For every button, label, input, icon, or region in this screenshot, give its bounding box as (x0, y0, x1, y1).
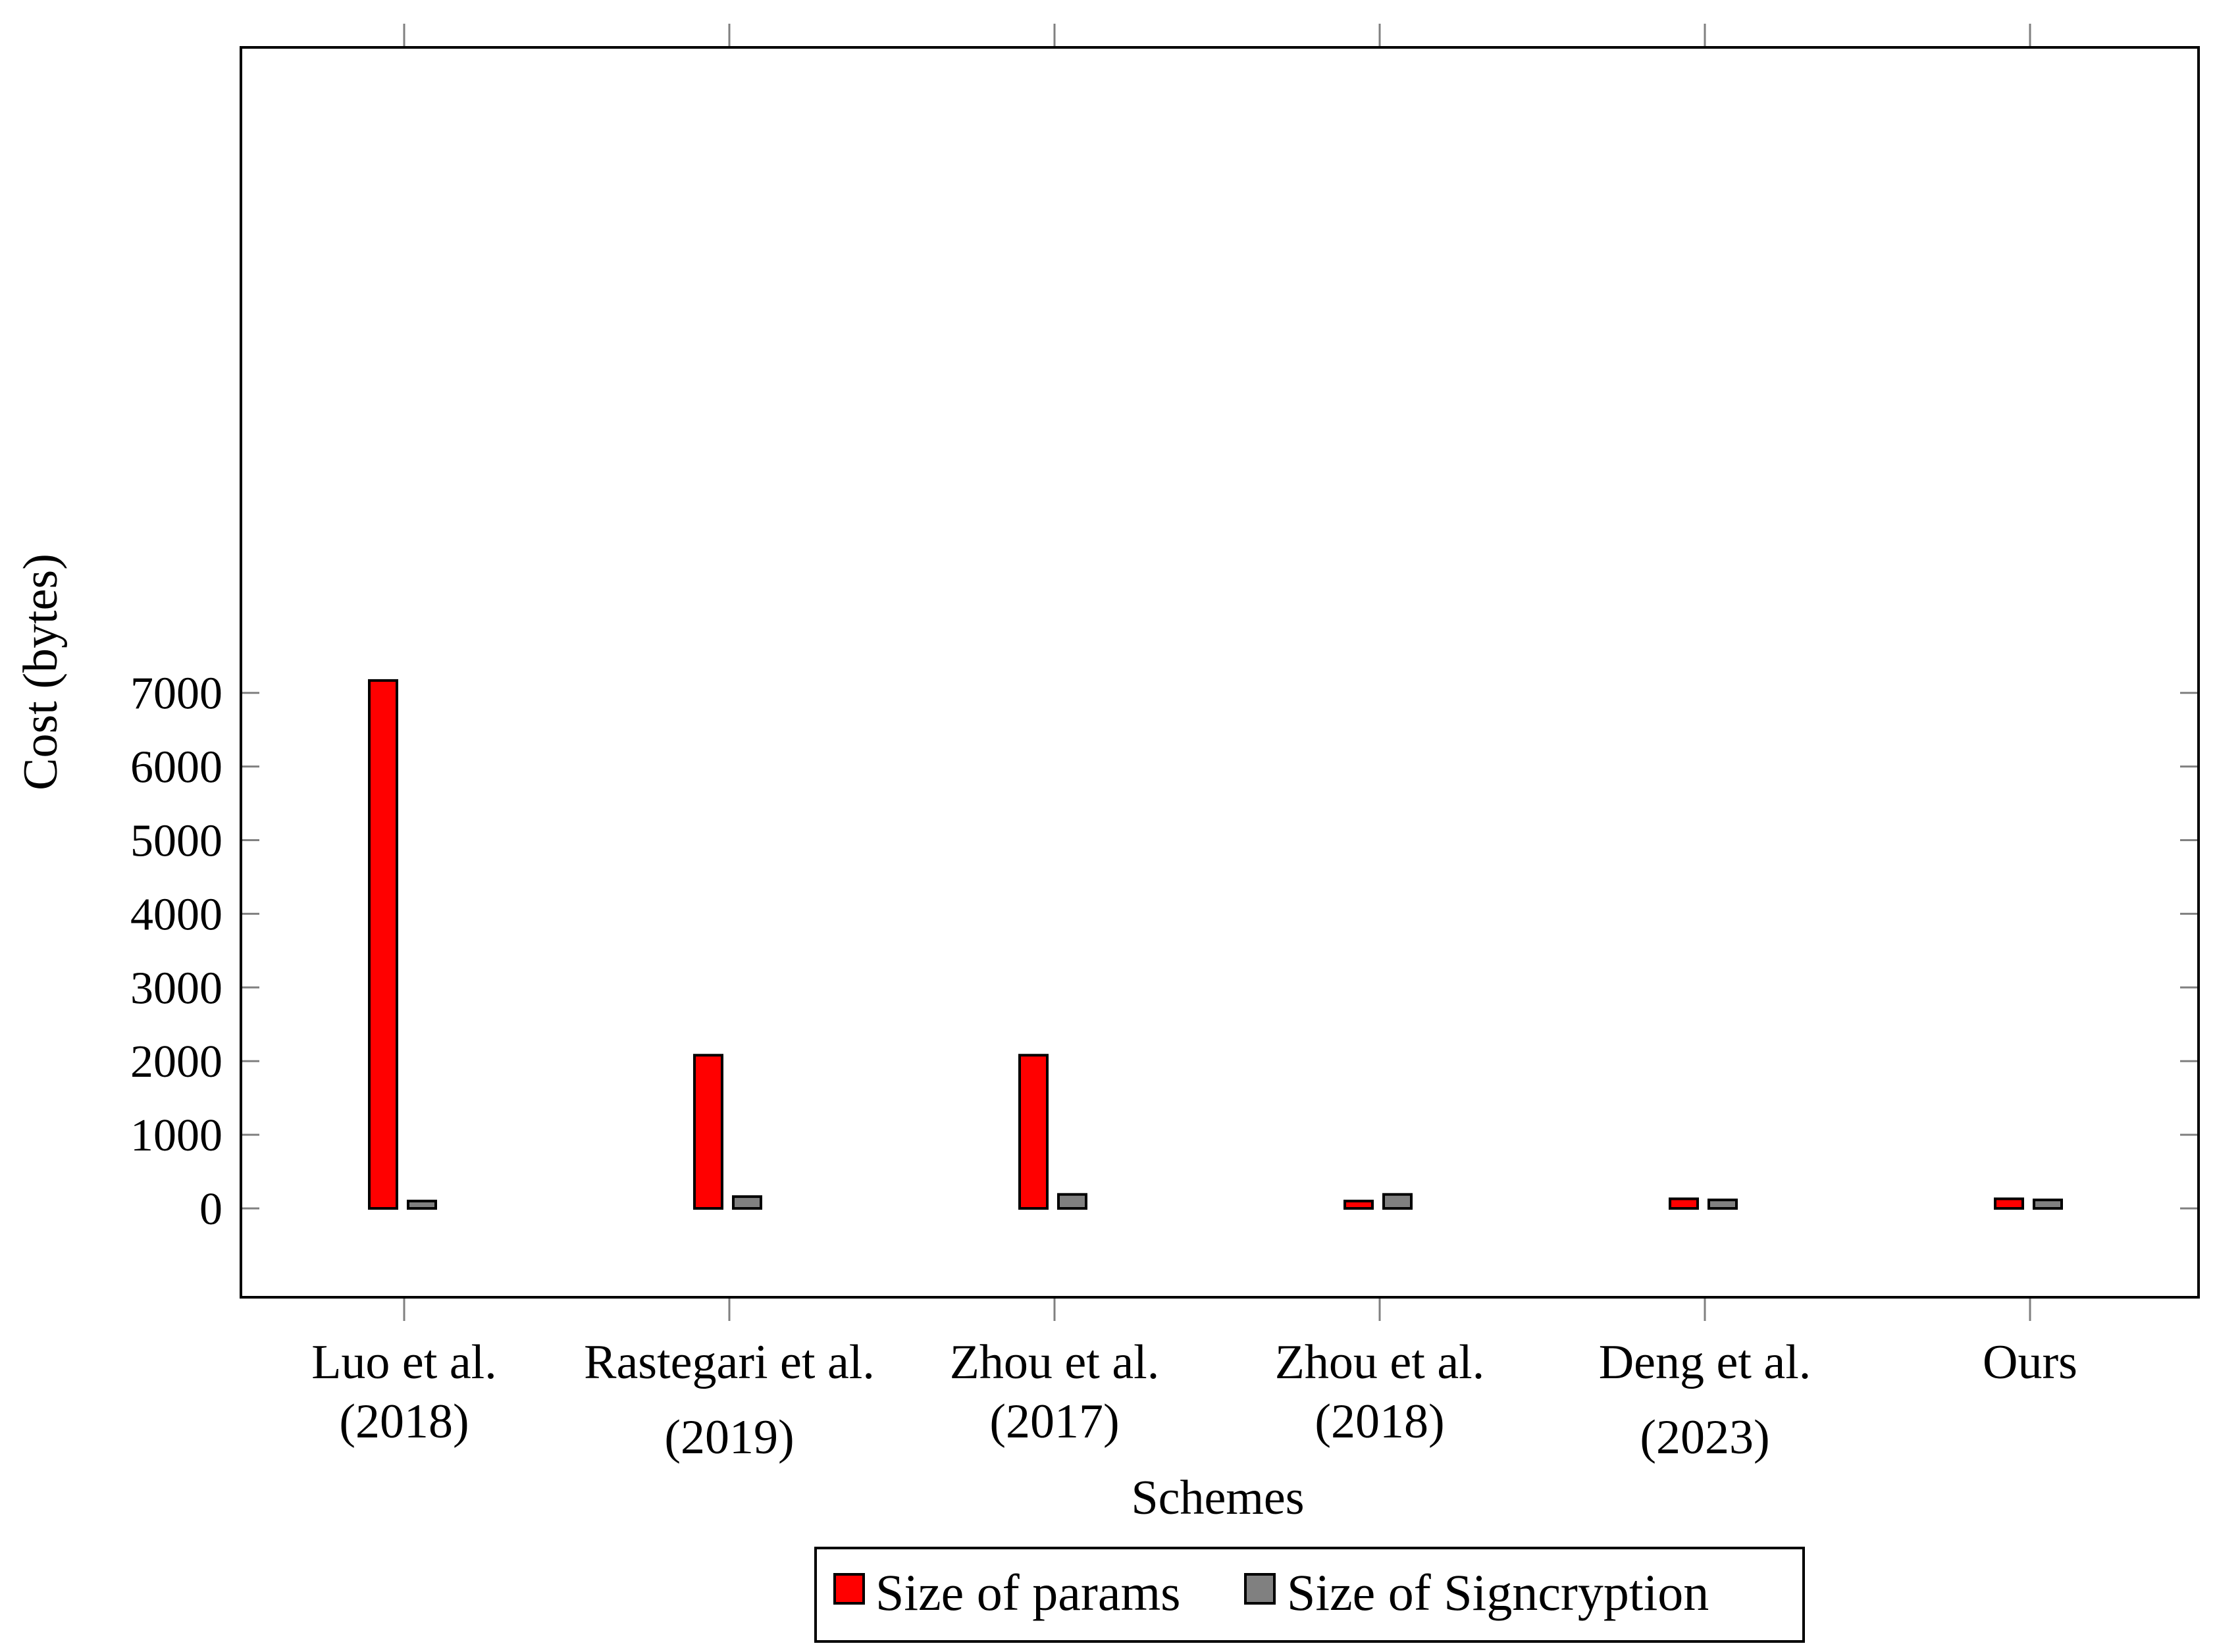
legend-swatch-signcryption (1244, 1573, 1276, 1605)
bar-params (1343, 1199, 1374, 1210)
bar-signcryption (732, 1195, 762, 1210)
x-axis-title: Schemes (1131, 1471, 1304, 1525)
x-category-label: Ours (1983, 1335, 2077, 1389)
x-category-label: Luo et al. (311, 1335, 497, 1389)
y-tick-label: 1000 (130, 1110, 222, 1161)
x-axis-category-labels: Luo et al. (2018) Rastegari et al. (2019) Zh… (311, 1335, 2077, 1464)
legend-label-signcryption: Size of Signcryption (1287, 1564, 1709, 1621)
top-axis-ticks (403, 24, 2031, 1321)
legend-frame (814, 1547, 1805, 1643)
x-category-label: Zhou et al. (950, 1335, 1160, 1389)
x-category-label: (2017) (989, 1395, 1119, 1449)
x-category-label: Zhou et al. (1275, 1335, 1485, 1389)
y-tick-label: 5000 (130, 816, 222, 867)
bar-signcryption (1057, 1193, 1087, 1210)
bar-params (1994, 1197, 2024, 1210)
y-tick-label: 0 (199, 1184, 222, 1235)
x-category-label: (2018) (339, 1395, 469, 1449)
bars (368, 679, 2063, 1210)
x-category-label: (2018) (1315, 1395, 1444, 1449)
y-tick-label: 3000 (130, 963, 222, 1014)
bar-params (1669, 1197, 1699, 1210)
legend: Size of params Size of Signcryption (814, 1547, 1805, 1643)
bar-signcryption (1382, 1193, 1413, 1210)
y-tick-label: 2000 (130, 1037, 222, 1087)
bar-signcryption (1707, 1199, 1738, 1210)
bar-params (368, 679, 398, 1210)
y-tick-label: 7000 (130, 669, 222, 719)
x-category-label: Deng et al. (1599, 1335, 1811, 1389)
bar-signcryption (2033, 1199, 2063, 1210)
bar-signcryption (407, 1199, 437, 1210)
x-category-label: (2019) (664, 1410, 794, 1464)
bar-params (693, 1054, 723, 1210)
y-axis-title: Cost (bytes) (14, 554, 68, 790)
plot-frame (240, 46, 2200, 1299)
x-category-label: (2023) (1640, 1410, 1769, 1464)
y-tick-label: 6000 (130, 742, 222, 793)
y-tick-label: 4000 (130, 889, 222, 940)
legend-swatch-params (833, 1573, 865, 1605)
x-category-label: Rastegari et al. (584, 1335, 875, 1389)
bar-params (1018, 1054, 1049, 1210)
y-axis-ticks: 0 1000 2000 3000 4000 5000 6000 7000 (130, 669, 2199, 1235)
legend-label-params: Size of params (875, 1564, 1181, 1621)
